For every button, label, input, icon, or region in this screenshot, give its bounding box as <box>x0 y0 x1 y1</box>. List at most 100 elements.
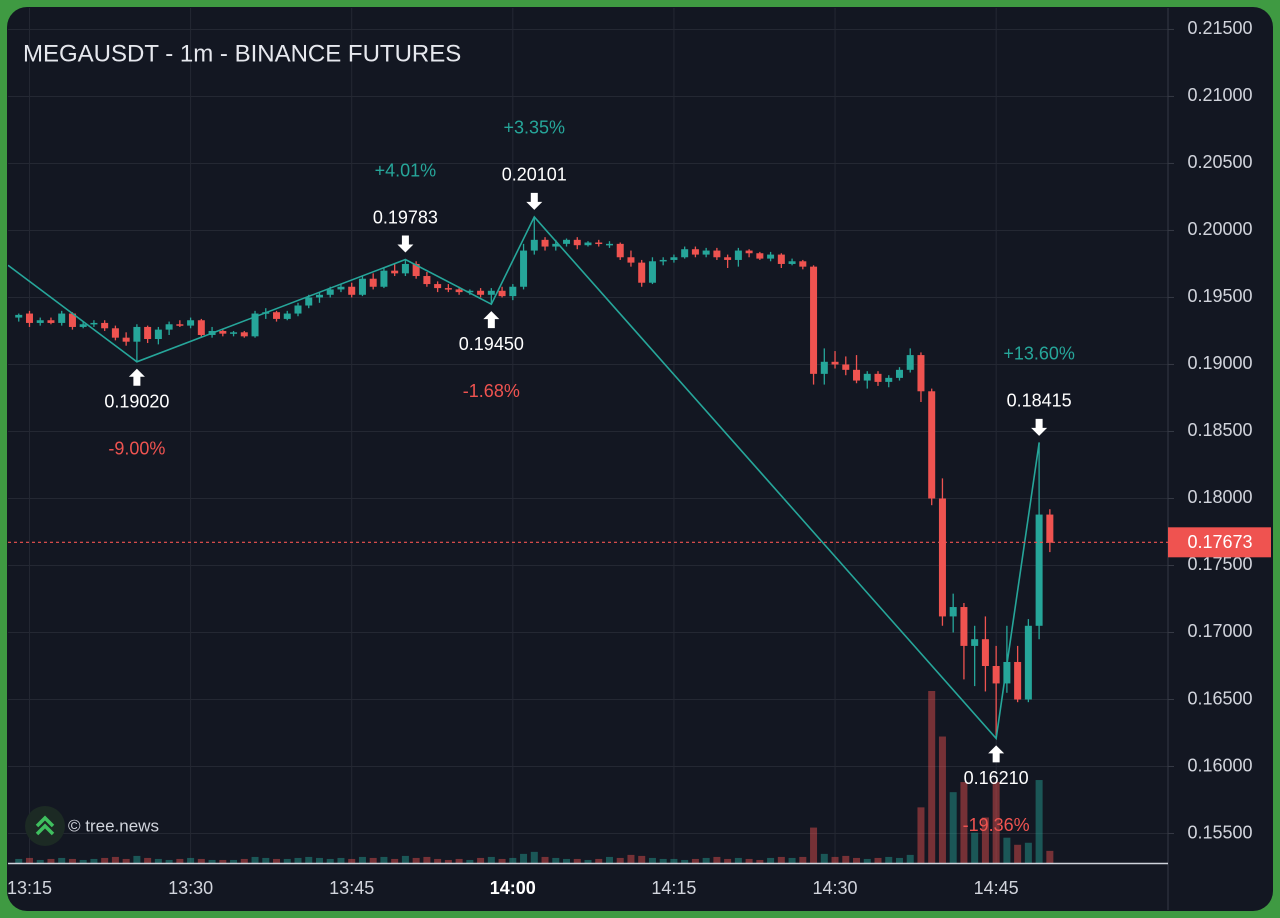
volume-bar <box>520 853 528 863</box>
candle-body <box>767 254 775 259</box>
volume-bar <box>949 792 957 863</box>
y-tick-label: 0.18000 <box>1187 487 1252 507</box>
volume-bar <box>122 858 130 863</box>
watermark-text: © tree.news <box>68 816 159 835</box>
pivot-price: 0.19450 <box>459 334 524 354</box>
candle-body <box>1024 625 1032 700</box>
volume-bar <box>230 859 238 863</box>
volume-bar <box>831 856 839 863</box>
candle-body <box>498 290 506 297</box>
last-price-tag <box>1168 527 1271 558</box>
candle-body <box>25 313 33 323</box>
candle-body <box>305 297 313 306</box>
panel <box>7 7 1273 911</box>
volume-bar <box>627 854 635 863</box>
volume-bar <box>648 857 656 863</box>
last-price-label: 0.17673 <box>1187 532 1252 552</box>
candle-body <box>348 286 356 295</box>
candle-body <box>885 377 893 382</box>
candle-body <box>530 239 538 251</box>
pivot-change: +3.35% <box>504 118 566 138</box>
candle-body <box>1035 514 1043 626</box>
volume-bar <box>165 859 173 863</box>
volume-bar <box>208 859 216 863</box>
volume-bar <box>36 859 44 863</box>
candle-body <box>627 257 635 263</box>
candle-body <box>917 355 925 392</box>
candle-body <box>230 332 238 334</box>
candle-body <box>144 326 152 340</box>
volume-bar <box>154 858 162 863</box>
volume-bar <box>981 817 989 863</box>
volume-bar <box>788 857 796 863</box>
candle-body <box>58 313 66 323</box>
candle-body <box>326 289 334 295</box>
pivot-change: +4.01% <box>375 160 437 180</box>
candle-body <box>992 666 1000 684</box>
candle-body <box>895 369 903 378</box>
candle-body <box>466 290 474 293</box>
volume-bar <box>659 858 667 863</box>
volume-bar <box>401 855 409 863</box>
volume-bar <box>283 858 291 863</box>
volume-bar <box>47 858 55 863</box>
y-tick-label: 0.17500 <box>1187 554 1252 574</box>
volume-bar <box>273 858 281 863</box>
candle-body <box>219 330 227 334</box>
candle-body <box>659 259 667 262</box>
candle-body <box>187 320 195 326</box>
volume-bar <box>79 859 87 863</box>
candle-body <box>874 373 882 382</box>
y-tick-label: 0.16000 <box>1187 755 1252 775</box>
candle-body <box>928 391 936 499</box>
pivot-price: 0.16210 <box>964 768 1029 788</box>
volume-bar <box>552 857 560 863</box>
volume-bar <box>885 856 893 863</box>
volume-bar <box>434 858 442 863</box>
volume-bar <box>820 853 828 863</box>
candle-body <box>251 313 259 337</box>
y-tick-label: 0.18500 <box>1187 420 1252 440</box>
x-tick-label: 13:30 <box>168 878 213 898</box>
candle-body <box>552 243 560 247</box>
volume-bar <box>874 857 882 863</box>
volume-bar <box>477 857 485 863</box>
candle-body <box>584 242 592 246</box>
candle-body <box>681 249 689 258</box>
grid <box>8 8 1168 863</box>
candle-body <box>981 639 989 667</box>
volume-bar <box>1024 842 1032 863</box>
x-tick-label: 14:15 <box>651 878 696 898</box>
y-tick-label: 0.21500 <box>1187 18 1252 38</box>
volume-bar <box>616 857 624 863</box>
volume-bar <box>498 858 506 863</box>
volume-bar <box>734 857 742 863</box>
volume-bar <box>906 854 914 863</box>
candle-body <box>477 290 485 295</box>
candle-body <box>670 257 678 260</box>
volume-bar <box>25 857 33 863</box>
x-tick-label: 13:45 <box>329 878 374 898</box>
candle-body <box>638 262 646 283</box>
candle-body <box>1046 514 1054 543</box>
candle-body <box>315 294 323 298</box>
volume-bar <box>262 857 270 863</box>
candle-body <box>487 290 495 295</box>
candle-body <box>294 305 302 314</box>
volume-bar <box>638 855 646 863</box>
volume-bar <box>681 859 689 863</box>
volume-bar <box>541 856 549 863</box>
candle-body <box>960 607 968 646</box>
volume-bar <box>702 857 710 863</box>
x-tick-label: 13:15 <box>7 878 52 898</box>
candle-body <box>788 261 796 264</box>
zigzag-line <box>8 215 1040 741</box>
y-tick-label: 0.17000 <box>1187 621 1252 641</box>
volume-bar <box>971 832 979 863</box>
candle-body <box>273 312 281 319</box>
candle-body <box>820 361 828 374</box>
pivot-price: 0.19783 <box>373 207 438 227</box>
candle-body <box>337 286 345 290</box>
candle-body <box>971 639 979 646</box>
pivot-change: -1.68% <box>463 381 520 401</box>
